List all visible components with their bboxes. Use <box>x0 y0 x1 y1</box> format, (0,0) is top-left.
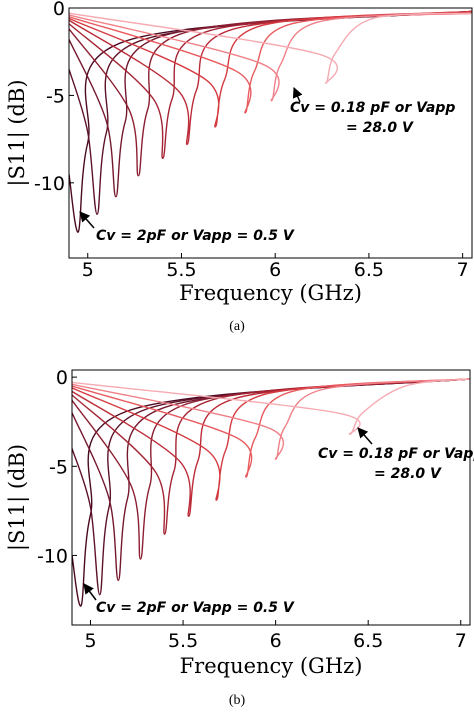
x-tick-label: 7 <box>455 630 467 652</box>
x-tick-label: 6.5 <box>353 630 383 652</box>
annotation: = 28.0 V <box>374 466 442 482</box>
y-tick-label: -5 <box>46 85 65 107</box>
chart: 5 5.5 6 6.5 7 0 -5 -10 Frequency (GHz) |S11| (dB)… <box>5 0 473 334</box>
annotation-arrow <box>79 211 95 229</box>
line-series <box>72 378 470 478</box>
annotation-arrow <box>292 87 303 103</box>
line-series <box>72 378 470 460</box>
x-tick-label: 5.5 <box>166 259 196 281</box>
annotation: Cv = 2pF or Vapp = 0.5 V <box>96 228 295 244</box>
x-axis-label: Frequency (GHz) <box>179 281 362 305</box>
line-series <box>72 378 470 435</box>
x-tick-label: 6 <box>269 259 281 281</box>
plot-frame <box>68 7 473 259</box>
x-axis-label: Frequency (GHz) <box>180 654 363 678</box>
y-tick-label: 0 <box>56 367 68 389</box>
line-series <box>69 12 472 84</box>
x-tick-label: 7 <box>457 259 469 281</box>
annotation: Cv = 2pF or Vapp = 0.5 V <box>96 600 295 616</box>
x-tick-label: 6.5 <box>354 259 384 281</box>
line-series <box>69 12 472 102</box>
x-tick-label: 5 <box>84 630 96 652</box>
x-tick-label: 5.5 <box>168 630 198 652</box>
annotation-arrow <box>357 427 373 445</box>
line-series <box>69 10 472 128</box>
y-tick-label: 0 <box>53 0 65 20</box>
annotation: Cv = 0.18 pF or Vapp <box>290 100 455 116</box>
x-tick-label: 5 <box>82 259 94 281</box>
caption: (b) <box>229 693 246 708</box>
y-tick-label: -10 <box>37 545 68 567</box>
annotation-arrow <box>83 583 97 601</box>
plot-frame <box>71 369 471 626</box>
x-tick-label: 6 <box>270 630 282 652</box>
annotation: Cv = 0.18 pF or Vapp <box>318 446 474 462</box>
annotation: = 28.0 V <box>346 120 414 136</box>
chart: 5 5.5 6 6.5 7 0 -5 -10 Frequency (GHz) |S11| (dB)… <box>5 367 474 708</box>
caption: (a) <box>229 319 245 334</box>
y-axis-label: |S11| (dB) <box>5 444 30 551</box>
y-tick-label: -5 <box>49 456 68 478</box>
y-tick-label: -10 <box>34 173 65 195</box>
line-series <box>69 12 472 114</box>
y-axis-label: |S11| (dB) <box>5 79 30 186</box>
line-series <box>69 10 472 177</box>
